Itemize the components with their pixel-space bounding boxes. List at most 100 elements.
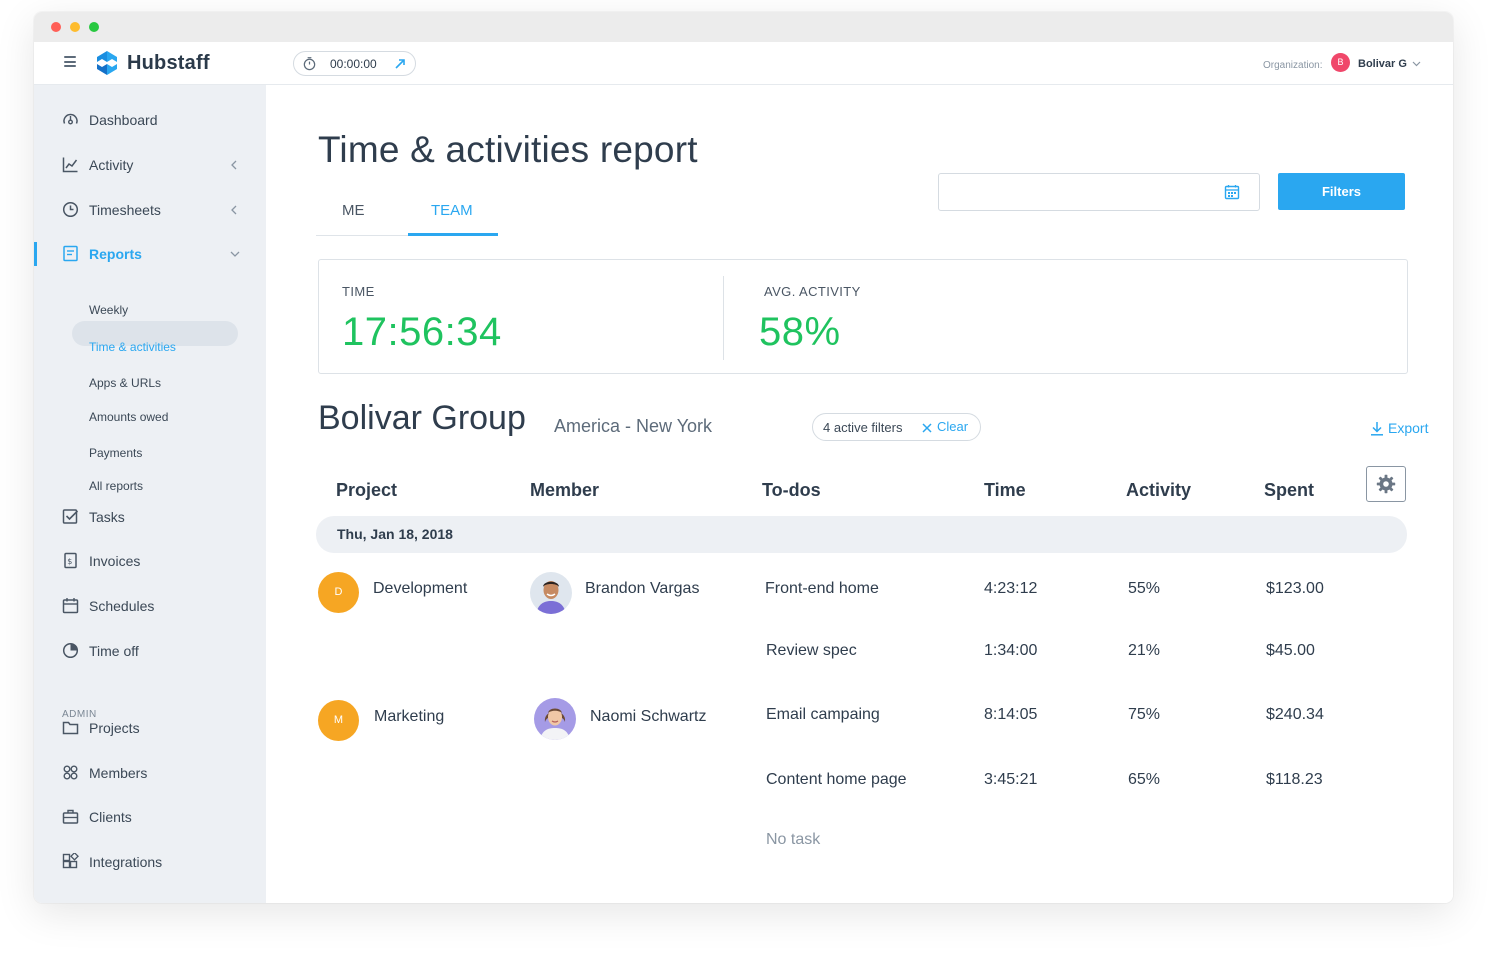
chevron-down-icon[interactable] [1412, 61, 1421, 67]
date-range-input[interactable] [938, 173, 1260, 211]
todo-time: 1:34:00 [984, 642, 1038, 659]
sidebar-subitem-highlight [72, 321, 238, 346]
sidebar-subitem-amounts-owed[interactable]: Amounts owed [89, 410, 169, 424]
app-name: Hubstaff [127, 52, 210, 74]
project-name[interactable]: Marketing [374, 708, 445, 725]
sidebar-item-label: Members [89, 765, 148, 781]
calendar-icon[interactable] [1224, 184, 1240, 200]
organization-avatar[interactable]: B [1331, 53, 1350, 72]
todo-name: Content home page [766, 771, 907, 788]
active-filters-count: 4 active filters [823, 420, 903, 435]
sidebar-subitem-time-activities[interactable]: Time & activities [89, 340, 176, 354]
export-label: Export [1388, 420, 1429, 436]
download-icon [1371, 422, 1383, 436]
avatar [530, 572, 572, 614]
sidebar: Dashboard Activity Timesheets [34, 85, 266, 903]
group-timezone: America - New York [554, 416, 713, 436]
project-badge: D [318, 572, 359, 613]
active-filters-pill: 4 active filters Clear [812, 413, 981, 441]
chevron-left-icon [231, 160, 237, 170]
sidebar-subitem-apps-urls[interactable]: Apps & URLs [89, 376, 162, 390]
time-stat-label: TIME [342, 284, 375, 299]
sidebar-item-integrations[interactable]: Integrations [34, 847, 266, 877]
column-header-member[interactable]: Member [530, 480, 600, 500]
active-indicator [34, 242, 37, 266]
organization-name[interactable]: Bolivar G [1358, 58, 1407, 70]
sidebar-subitem-payments[interactable]: Payments [89, 446, 143, 460]
timer-value: 00:00:00 [330, 57, 377, 71]
chevron-down-icon [230, 251, 240, 257]
todo-spent: $45.00 [1266, 642, 1315, 659]
sidebar-subitem-weekly[interactable]: Weekly [89, 303, 129, 317]
member-name[interactable]: Naomi Schwartz [590, 708, 707, 725]
maximize-window-button[interactable] [89, 22, 99, 32]
admin-section-label: ADMIN [62, 709, 97, 720]
sidebar-item-label: Tasks [89, 509, 125, 525]
project-name[interactable]: Development [373, 580, 468, 597]
sidebar-item-tasks[interactable]: Tasks [34, 502, 266, 532]
sidebar-item-invoices[interactable]: $ Invoices [34, 546, 266, 576]
hubstaff-logo-icon [97, 51, 117, 75]
stat-divider [723, 276, 724, 360]
sidebar-item-label: Activity [89, 157, 134, 173]
column-header-todos[interactable]: To-dos [762, 480, 821, 500]
todo-time: 4:23:12 [984, 580, 1038, 597]
calendar-icon [62, 598, 79, 614]
sidebar-item-label: Invoices [89, 553, 141, 569]
member-name[interactable]: Brandon Vargas [585, 580, 700, 597]
sidebar-item-timesheets[interactable]: Timesheets [34, 195, 266, 225]
project-badge: M [318, 700, 359, 741]
chevron-left-icon [231, 205, 237, 215]
sidebar-item-members[interactable]: Members [34, 758, 266, 788]
tab-team[interactable]: TEAM [431, 202, 473, 219]
app-window: Hubstaff 00:00:00 Organization: B Boliva… [34, 12, 1453, 903]
todo-activity: 21% [1128, 642, 1161, 659]
todo-time: 8:14:05 [984, 706, 1038, 723]
sidebar-item-dashboard[interactable]: Dashboard [34, 105, 266, 135]
sidebar-item-label: Time off [89, 643, 139, 659]
sidebar-item-activity[interactable]: Activity [34, 150, 266, 180]
open-timer-arrow-icon[interactable] [394, 57, 407, 70]
sidebar-item-label: Timesheets [89, 202, 161, 218]
sidebar-item-reports[interactable]: Reports [34, 239, 266, 269]
pie-clock-icon [62, 642, 79, 659]
sidebar-item-label: Clients [89, 809, 132, 825]
members-icon [63, 765, 78, 780]
todo-name: Front-end home [765, 580, 879, 597]
group-title: Bolivar Group [318, 399, 526, 437]
close-icon[interactable] [922, 423, 932, 433]
sidebar-item-schedules[interactable]: Schedules [34, 591, 266, 621]
time-stat-value: 17:56:34 [342, 310, 502, 354]
sidebar-subitem-all-reports[interactable]: All reports [89, 479, 144, 493]
table-settings-button[interactable] [1366, 466, 1406, 502]
dashboard-icon [63, 113, 78, 125]
clear-filters-link[interactable]: Clear [937, 419, 969, 434]
filters-button[interactable]: Filters [1278, 173, 1405, 210]
top-bar: Hubstaff 00:00:00 Organization: B Boliva… [34, 42, 1453, 85]
sidebar-item-projects[interactable]: Projects [34, 713, 266, 743]
column-header-spent[interactable]: Spent [1264, 480, 1315, 500]
column-header-project[interactable]: Project [336, 480, 398, 500]
no-task-label: No task [766, 831, 821, 848]
export-link[interactable]: Export [1370, 419, 1432, 439]
sidebar-item-time-off[interactable]: Time off [34, 636, 266, 666]
svg-text:$: $ [67, 557, 72, 566]
todo-name: Email campaing [766, 706, 880, 723]
column-header-activity[interactable]: Activity [1126, 480, 1192, 500]
sidebar-item-clients[interactable]: Clients [34, 802, 266, 832]
tab-me[interactable]: ME [342, 202, 365, 219]
sidebar-item-label: Projects [89, 720, 140, 736]
clock-icon [62, 201, 79, 218]
briefcase-icon [62, 809, 79, 824]
menu-icon[interactable] [64, 56, 76, 68]
minimize-window-button[interactable] [70, 22, 80, 32]
column-header-time[interactable]: Time [984, 480, 1026, 500]
stats-card: TIME 17:56:34 AVG. ACTIVITY 58% [318, 259, 1408, 374]
sidebar-item-label: Integrations [89, 854, 163, 870]
sidebar-item-label: Dashboard [89, 112, 158, 128]
window-titlebar [34, 12, 1453, 42]
todo-time: 3:45:21 [984, 771, 1038, 788]
close-window-button[interactable] [51, 22, 61, 32]
timer-widget[interactable]: 00:00:00 [293, 51, 416, 76]
activity-stat-value: 58% [759, 310, 841, 354]
